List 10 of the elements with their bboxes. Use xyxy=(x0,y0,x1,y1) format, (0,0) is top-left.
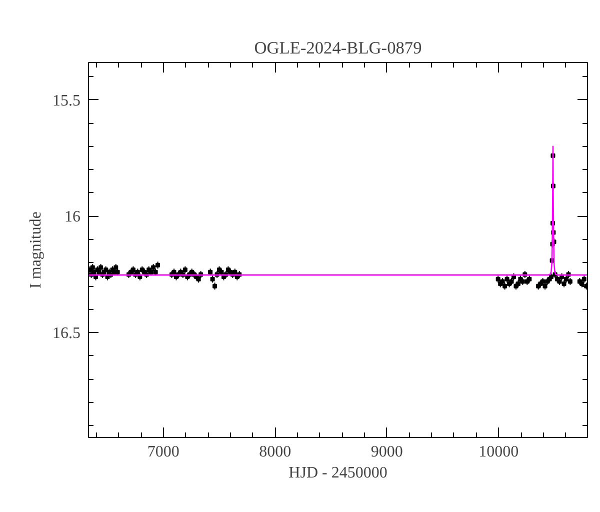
x-axis-title: HJD - 2450000 xyxy=(288,464,388,482)
y-tick-label: 16.5 xyxy=(52,325,80,342)
x-tick-label: 7000 xyxy=(147,444,180,460)
y-axis-title: I magnitude xyxy=(28,212,44,288)
y-tick-label: 16 xyxy=(64,208,80,226)
y-tick-label: 15.5 xyxy=(52,92,80,110)
chart-title: OGLE-2024-BLG-0879 xyxy=(254,38,422,58)
x-tick-label: 9000 xyxy=(370,444,403,460)
x-tick-label: 8000 xyxy=(259,444,292,460)
x-tick-label: 10000 xyxy=(478,444,519,460)
